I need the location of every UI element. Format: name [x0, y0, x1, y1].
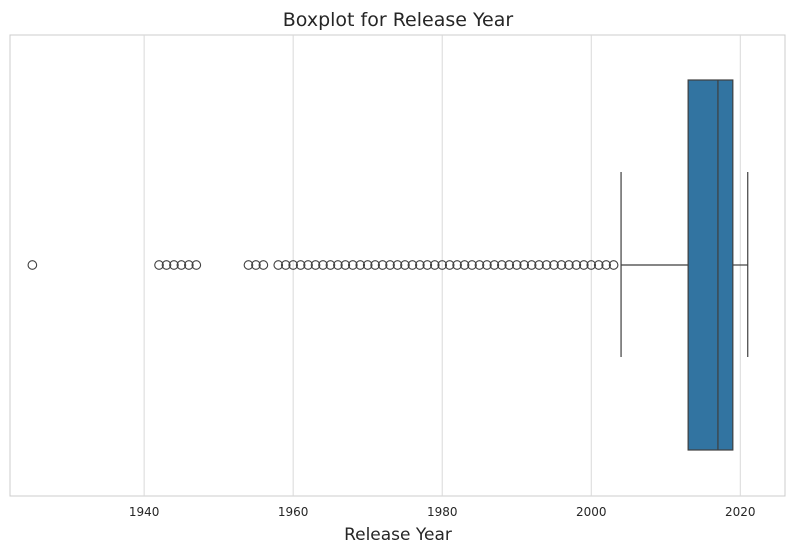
outlier-point: [355, 260, 366, 270]
outlier-point: [27, 260, 38, 270]
outlier-point: [564, 260, 574, 270]
outlier-point: [578, 260, 589, 270]
outlier-point: [549, 260, 559, 270]
x-tick-label: 2020: [725, 505, 756, 519]
outlier-point: [333, 260, 343, 270]
x-tick-label: 1960: [278, 505, 309, 519]
box: [687, 79, 734, 451]
iqr-box: [687, 79, 734, 451]
outlier-point: [541, 260, 552, 270]
outlier-point: [340, 260, 351, 270]
outlier-point: [407, 260, 418, 270]
outlier-point: [183, 260, 194, 270]
outlier-point: [288, 260, 299, 270]
outlier-point: [459, 260, 470, 270]
outlier-point: [496, 260, 507, 270]
outlier-point: [385, 260, 395, 270]
outlier-point: [377, 260, 388, 270]
outlier-point: [571, 260, 582, 270]
outlier-point: [422, 260, 433, 270]
outlier-point: [437, 260, 448, 270]
outlier-point: [489, 260, 500, 270]
outlier-point: [400, 260, 410, 270]
outlier-point: [318, 260, 328, 270]
outlier-point: [347, 260, 358, 270]
outlier-point: [176, 260, 187, 270]
outlier-point: [258, 260, 269, 270]
outlier-point: [452, 260, 462, 270]
outlier-point: [243, 260, 254, 270]
outlier-point: [504, 260, 515, 270]
x-tick-label: 2000: [576, 505, 607, 519]
outlier-point: [310, 260, 321, 270]
outlier-point: [392, 260, 403, 270]
outlier-point: [556, 260, 567, 270]
outlier-point: [608, 260, 619, 270]
outlier-point: [474, 260, 485, 270]
outlier-point: [169, 260, 179, 270]
outlier-point: [467, 260, 477, 270]
outlier-point: [586, 260, 597, 270]
outlier-point: [415, 260, 425, 270]
outlier-point: [526, 260, 537, 270]
outlier-point: [154, 260, 164, 270]
whiskers: [620, 172, 749, 357]
outlier-point: [362, 260, 373, 270]
outlier-point: [534, 260, 544, 270]
outlier-point: [429, 260, 440, 270]
x-tick-labels: 1940 1960 1980 2000 2020: [129, 505, 756, 519]
outlier-point: [191, 260, 202, 270]
outlier-point: [161, 260, 172, 270]
outlier-point: [444, 260, 455, 270]
chart-title: Boxplot for Release Year: [283, 9, 514, 31]
outlier-point: [370, 260, 380, 270]
outlier-point: [601, 260, 612, 270]
outlier-point: [482, 260, 492, 270]
outlier-point: [511, 260, 522, 270]
outliers: [27, 260, 619, 270]
outlier-point: [303, 260, 313, 270]
x-axis-label: Release Year: [344, 525, 452, 545]
outlier-point: [280, 260, 291, 270]
outlier-point: [519, 260, 530, 270]
outlier-point: [251, 260, 261, 270]
x-tick-label: 1940: [129, 505, 160, 519]
outlier-point: [273, 260, 284, 270]
outlier-point: [325, 260, 336, 270]
outlier-point: [593, 260, 604, 270]
outlier-point: [295, 260, 306, 270]
x-tick-label: 1980: [427, 505, 458, 519]
